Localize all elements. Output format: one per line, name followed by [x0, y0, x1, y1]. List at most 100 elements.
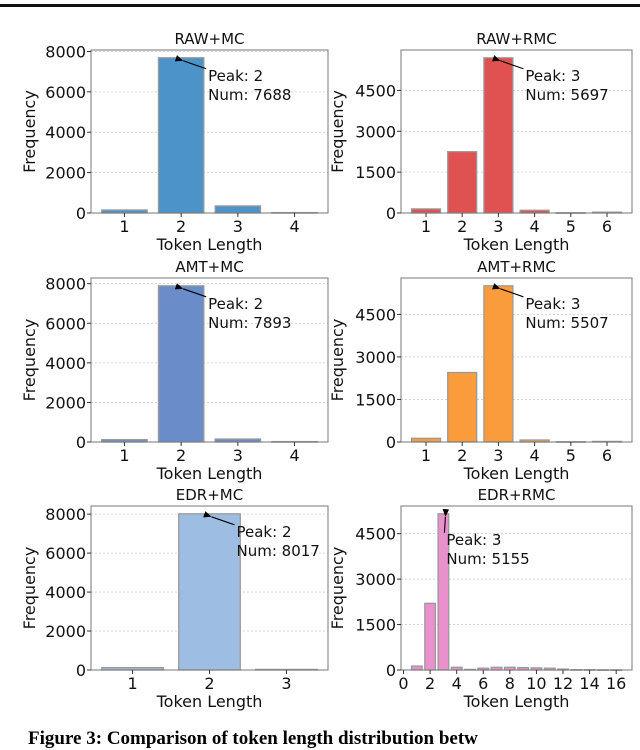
- chart-panel-raw-rmc: 0 1500 3000 4500 1 2 3 4 5 6 RAW+RMC Token Length Fr…: [328, 30, 633, 254]
- annotation-num: Num: 7893: [208, 314, 291, 332]
- x-tick-label: 6: [602, 217, 612, 236]
- caption-text: Comparison of token length distribution …: [106, 728, 478, 749]
- y-tick-label: 0: [76, 204, 86, 223]
- annotation-peak: Peak: 3: [525, 67, 580, 85]
- chart-title: EDR+RMC: [478, 486, 556, 504]
- annotation-num: Num: 5507: [525, 314, 608, 332]
- x-axis-label: Token Length: [156, 464, 263, 483]
- bar: [178, 513, 241, 671]
- x-tick-label: 1: [421, 446, 431, 465]
- annotation-num: Num: 5697: [525, 86, 608, 104]
- y-axis-label: Frequency: [328, 547, 347, 630]
- bar: [157, 285, 205, 443]
- annotation-arrow: [174, 55, 207, 70]
- x-tick-label: 6: [478, 674, 488, 693]
- plot-frame: [400, 505, 633, 671]
- y-tick-label: 6000: [45, 314, 86, 333]
- x-tick-label: 4: [530, 446, 540, 465]
- bar: [214, 205, 262, 214]
- y-tick-label: 1500: [355, 616, 396, 635]
- x-tick-label: 1: [119, 446, 129, 465]
- x-tick-label: 4: [452, 674, 462, 693]
- annotation-peak: Peak: 3: [446, 531, 501, 549]
- x-tick-label: 1: [127, 674, 137, 693]
- chart-title: RAW+MC: [174, 30, 244, 48]
- chart-panel-amt-rmc: 0 1500 3000 4500 1 2 3 4 5 6 AMT+RMC Token Length Fr…: [328, 258, 633, 483]
- annotation-arrow: [442, 508, 450, 533]
- annotation-peak: Peak: 2: [208, 67, 263, 85]
- x-tick-label: 5: [566, 446, 576, 465]
- x-tick-label: 3: [493, 217, 503, 236]
- bar: [424, 602, 437, 671]
- bar: [410, 437, 442, 443]
- y-tick-label: 6000: [45, 83, 86, 102]
- chart-title: AMT+RMC: [477, 258, 556, 276]
- y-tick-label: 0: [76, 433, 86, 452]
- y-tick-label: 2000: [45, 622, 86, 641]
- x-tick-label: 2: [425, 674, 435, 693]
- annotation-num: Num: 7688: [208, 86, 291, 104]
- plot-frame: [400, 277, 633, 443]
- y-tick-label: 2000: [45, 393, 86, 412]
- y-tick-label: 4000: [45, 123, 86, 142]
- bar: [447, 151, 478, 214]
- bar: [410, 665, 423, 671]
- x-tick-label: 5: [566, 217, 576, 236]
- bar: [483, 285, 514, 443]
- chart-title: AMT+MC: [175, 258, 243, 276]
- x-tick-label: 8: [505, 674, 515, 693]
- y-tick-label: 0: [386, 433, 396, 452]
- x-tick-label: 3: [233, 446, 243, 465]
- bar: [157, 57, 205, 214]
- y-tick-label: 8000: [45, 505, 86, 524]
- chart-panel-edr-mc: 0 2000 4000 6000 8000 1 2 3 EDR+MC Token Length Fr…: [20, 486, 329, 711]
- y-axis-label: Frequency: [328, 90, 347, 173]
- x-axis-label: Token Length: [463, 464, 570, 483]
- bar: [483, 57, 514, 214]
- annotation-arrow: [203, 511, 235, 526]
- top-rule: [0, 4, 640, 7]
- chart-panel-raw-mc: 0 2000 4000 6000 8000 1 2 3 4 RAW+MC Token Length F…: [20, 30, 329, 254]
- plot-frame: [90, 277, 329, 443]
- y-tick-label: 1500: [355, 390, 396, 409]
- y-axis-label: Frequency: [20, 90, 39, 173]
- x-tick-label: 2: [176, 446, 186, 465]
- x-axis-label: Token Length: [156, 692, 263, 711]
- x-tick-label: 0: [398, 674, 408, 693]
- x-tick-label: 14: [579, 674, 599, 693]
- y-tick-label: 4000: [45, 354, 86, 373]
- x-tick-label: 4: [530, 217, 540, 236]
- x-tick-label: 12: [553, 674, 573, 693]
- x-tick-label: 3: [233, 217, 243, 236]
- annotation-peak: Peak: 2: [208, 295, 263, 313]
- y-tick-label: 4500: [355, 81, 396, 100]
- y-tick-label: 0: [386, 204, 396, 223]
- y-axis-label: Frequency: [20, 547, 39, 630]
- x-tick-label: 4: [289, 217, 299, 236]
- y-tick-label: 2000: [45, 164, 86, 183]
- x-tick-label: 10: [526, 674, 546, 693]
- y-tick-label: 0: [76, 661, 86, 680]
- annotation-arrow: [174, 283, 207, 298]
- x-tick-label: 6: [602, 446, 612, 465]
- annotation-arrow: [492, 283, 524, 298]
- y-tick-label: 8000: [45, 42, 86, 61]
- annotation-peak: Peak: 2: [237, 523, 292, 541]
- annotation-arrow: [492, 55, 524, 70]
- figure-caption: Figure 3: Comparison of token length dis…: [28, 728, 478, 750]
- y-tick-label: 3000: [355, 348, 396, 367]
- x-tick-label: 3: [493, 446, 503, 465]
- x-tick-label: 4: [289, 446, 299, 465]
- x-axis-label: Token Length: [156, 235, 263, 254]
- y-tick-label: 4000: [45, 583, 86, 602]
- x-tick-label: 2: [457, 446, 467, 465]
- chart-title: EDR+MC: [176, 486, 243, 504]
- x-tick-label: 1: [119, 217, 129, 236]
- x-tick-label: 2: [204, 674, 214, 693]
- y-tick-label: 3000: [355, 122, 396, 141]
- caption-label: Figure 3:: [28, 728, 103, 749]
- x-tick-label: 1: [421, 217, 431, 236]
- y-tick-label: 6000: [45, 544, 86, 563]
